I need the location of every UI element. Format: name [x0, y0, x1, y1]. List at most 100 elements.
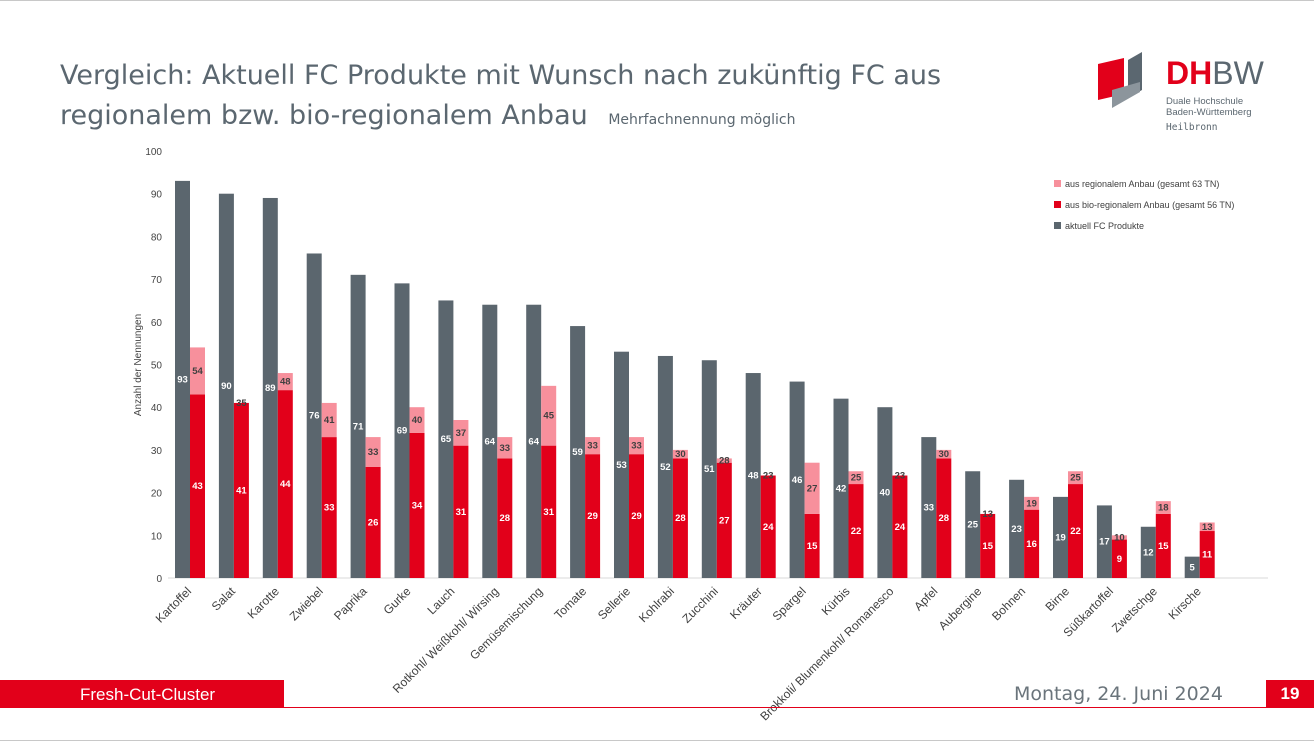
data-label-regional: 10 — [1114, 532, 1125, 543]
data-label-current: 23 — [1011, 524, 1022, 535]
dhbw-wordmark: DHBW — [1166, 56, 1264, 90]
category-label: Birne — [1042, 584, 1072, 614]
bar-current — [1184, 556, 1200, 578]
bar-bio-regional — [1155, 513, 1171, 578]
bar-current — [175, 180, 190, 578]
bar-regional — [629, 437, 644, 455]
bar-regional — [190, 347, 205, 395]
data-label-current: 51 — [704, 464, 715, 475]
bar-bio-regional — [497, 458, 513, 578]
bar-current — [526, 304, 542, 578]
y-tick-label: 30 — [151, 446, 163, 457]
data-label-regional: 40 — [412, 415, 423, 426]
y-tick-label: 60 — [151, 318, 163, 329]
bar-current — [877, 407, 893, 578]
category-label: Zucchini — [679, 584, 720, 625]
data-label-bio-regional: 22 — [1070, 526, 1081, 537]
data-label-current: 17 — [1099, 537, 1110, 548]
bar-bio-regional — [585, 454, 601, 578]
bar-bio-regional — [277, 390, 293, 578]
data-label-current: 71 — [353, 421, 364, 432]
data-label-regional: 33 — [587, 441, 598, 452]
wordmark-bw: BW — [1212, 55, 1264, 91]
data-label-current: 42 — [836, 483, 847, 494]
bar-current — [570, 326, 586, 578]
category-label: Kirsche — [1166, 584, 1204, 622]
data-label-current: 48 — [748, 471, 759, 482]
bar-regional — [1155, 501, 1171, 514]
data-label-regional: 23 — [763, 471, 774, 482]
page-number-box — [1266, 680, 1314, 708]
category-label: Kartoffel — [153, 584, 194, 625]
bar-regional — [1068, 471, 1083, 485]
bar-current — [1053, 496, 1068, 578]
bar-bio-regional — [629, 454, 644, 578]
bar-current — [438, 300, 454, 578]
category-label: Zwiebel — [287, 584, 326, 623]
bar-current — [745, 373, 761, 578]
logo-line-1: Duale Hochschule — [1166, 96, 1244, 107]
bar-current — [482, 304, 498, 578]
data-label-regional: 37 — [456, 428, 467, 439]
category-label: Lauch — [424, 584, 457, 617]
category-label: Sellerie — [595, 584, 633, 622]
data-label-regional: 28 — [719, 456, 730, 467]
category-label: Gurke — [381, 584, 414, 617]
dhbw-logo-mark-icon — [1098, 52, 1142, 108]
data-label-current: 19 — [1055, 532, 1066, 543]
bar-bio-regional — [892, 475, 908, 578]
y-tick-label: 70 — [151, 275, 163, 286]
category-label: Paprika — [331, 584, 370, 623]
data-label-current: 59 — [572, 447, 583, 458]
data-label-bio-regional: 28 — [675, 513, 686, 524]
bar-regional — [321, 402, 337, 438]
bar-current — [965, 471, 981, 578]
bar-regional — [585, 437, 601, 455]
bar-regional — [1024, 496, 1040, 510]
top-divider — [0, 0, 1314, 1]
bar-current — [833, 398, 849, 578]
category-label: Kohlrabi — [636, 584, 677, 625]
data-label-bio-regional: 29 — [631, 511, 642, 522]
data-label-bio-regional: 34 — [412, 500, 423, 511]
data-label-bio-regional: 28 — [500, 513, 511, 524]
data-label-regional: 41 — [324, 415, 335, 426]
data-label-regional: 18 — [1158, 503, 1169, 514]
y-tick-label: 90 — [151, 190, 163, 201]
data-label-current: 65 — [441, 434, 452, 445]
data-label-regional: 30 — [675, 449, 686, 460]
data-label-bio-regional: 26 — [368, 517, 379, 528]
bar-current — [614, 351, 629, 578]
data-label-current: 46 — [792, 475, 803, 486]
bar-current — [1009, 479, 1025, 578]
bar-current — [1140, 526, 1156, 578]
legend-swatch — [1054, 201, 1061, 208]
data-label-bio-regional: 9 — [1117, 554, 1122, 565]
data-label-bio-regional: 29 — [587, 511, 598, 522]
bar-bio-regional — [716, 462, 732, 578]
category-label: Salat — [209, 584, 239, 614]
bar-current — [921, 437, 937, 578]
bar-regional — [848, 471, 864, 485]
data-label-regional: 19 — [1026, 498, 1037, 509]
legend-label: aus regionalem Anbau (gesamt 63 TN) — [1065, 179, 1219, 189]
category-label: Kräuter — [727, 584, 765, 622]
category-label: Apfel — [911, 584, 940, 613]
category-label: Karotte — [245, 584, 282, 621]
category-label: Aubergine — [936, 584, 985, 633]
bar-bio-regional — [1111, 539, 1127, 578]
data-label-bio-regional: 41 — [236, 485, 247, 496]
footer-bar — [0, 680, 284, 708]
bar-current — [218, 193, 234, 578]
y-tick-label: 100 — [145, 147, 162, 158]
category-label: Zwetschge — [1109, 584, 1160, 635]
bar-bio-regional — [190, 394, 205, 578]
page-number: 19 — [1280, 684, 1300, 703]
bar-regional — [365, 437, 381, 467]
data-label-current: 25 — [967, 520, 978, 531]
legend-label: aus bio-regionalem Anbau (gesamt 56 TN) — [1065, 200, 1234, 210]
bar-current — [262, 197, 278, 578]
bar-bio-regional — [365, 466, 381, 578]
category-label: Kürbis — [819, 584, 853, 618]
